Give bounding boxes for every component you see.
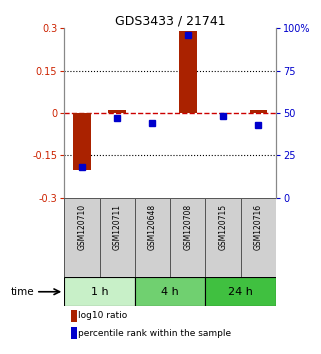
Text: 24 h: 24 h bbox=[228, 287, 253, 297]
Bar bbox=[71, 310, 77, 322]
Text: GSM120708: GSM120708 bbox=[183, 204, 192, 250]
Bar bbox=[64, 277, 135, 306]
Bar bbox=[73, 113, 91, 170]
Text: 1 h: 1 h bbox=[91, 287, 108, 297]
Bar bbox=[108, 110, 126, 113]
Bar bbox=[135, 198, 170, 277]
Bar bbox=[64, 198, 100, 277]
Bar bbox=[135, 277, 205, 306]
Text: 4 h: 4 h bbox=[161, 287, 179, 297]
Text: time: time bbox=[11, 287, 34, 297]
Bar bbox=[241, 198, 276, 277]
Text: GSM120715: GSM120715 bbox=[219, 204, 228, 250]
Bar bbox=[205, 277, 276, 306]
Bar bbox=[100, 198, 135, 277]
Text: GSM120648: GSM120648 bbox=[148, 204, 157, 250]
Bar bbox=[170, 198, 205, 277]
Bar bbox=[71, 327, 77, 339]
Bar bbox=[249, 110, 267, 113]
Bar bbox=[179, 31, 196, 113]
Text: GSM120711: GSM120711 bbox=[113, 204, 122, 250]
Text: percentile rank within the sample: percentile rank within the sample bbox=[78, 329, 231, 337]
Text: log10 ratio: log10 ratio bbox=[78, 312, 127, 320]
Bar bbox=[205, 198, 241, 277]
Title: GDS3433 / 21741: GDS3433 / 21741 bbox=[115, 14, 225, 27]
Text: GSM120710: GSM120710 bbox=[77, 204, 86, 250]
Text: GSM120716: GSM120716 bbox=[254, 204, 263, 250]
